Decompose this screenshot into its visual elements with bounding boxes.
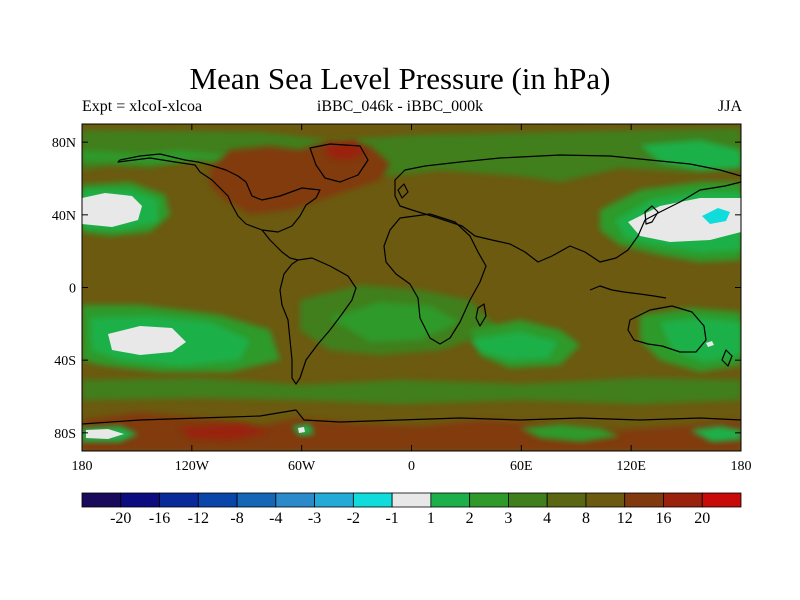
kuroshio-minimum bbox=[702, 208, 730, 224]
southern-ocean-green bbox=[82, 378, 741, 404]
coast-new-zealand bbox=[721, 349, 733, 367]
north-pacific-high-east bbox=[82, 193, 142, 227]
longitude-axis: 180 120W 60W 0 60E 120E 180 bbox=[72, 124, 752, 474]
colorbar-box bbox=[469, 492, 509, 508]
antarctic-coast-green-far bbox=[690, 426, 741, 442]
coast-indonesia bbox=[589, 285, 667, 299]
colorbar-label: 2 bbox=[466, 510, 474, 527]
colorbar-label: 8 bbox=[582, 510, 590, 527]
siberia-green bbox=[640, 140, 741, 170]
coast-europe-asia bbox=[394, 154, 741, 263]
colorbar-label: 3 bbox=[504, 510, 512, 527]
southwest-pacific-spot bbox=[706, 341, 714, 347]
x-tick-label: 180 bbox=[731, 459, 752, 474]
latitude-axis: 80N 40N 0 40S 80S bbox=[52, 136, 741, 442]
pressure-field bbox=[82, 124, 741, 451]
colorbar-label: 12 bbox=[617, 510, 633, 527]
x-tick-label: 60E bbox=[510, 459, 533, 474]
y-tick-label: 40S bbox=[54, 354, 76, 369]
colorbar-label: -4 bbox=[269, 510, 282, 527]
coast-central-america bbox=[261, 229, 299, 261]
colorbar-box bbox=[391, 492, 432, 508]
y-tick-label: 80S bbox=[54, 427, 76, 442]
y-tick-label: 80N bbox=[52, 136, 76, 151]
antarctic-coast-white-mid bbox=[298, 427, 305, 433]
colorbar-box bbox=[120, 492, 160, 508]
colorbar-label: -2 bbox=[347, 510, 360, 527]
x-tick-label: 120W bbox=[175, 459, 210, 474]
season-label: JJA bbox=[717, 98, 742, 115]
colorbar-box bbox=[546, 492, 587, 508]
antarctic-coast-green-east bbox=[520, 424, 620, 442]
colorbar-box bbox=[81, 492, 122, 508]
coast-japan bbox=[644, 205, 659, 225]
greenland-core bbox=[325, 140, 365, 160]
x-tick-label: 0 bbox=[408, 459, 415, 474]
coast-antarctica bbox=[82, 409, 741, 425]
coast-uk bbox=[397, 183, 409, 199]
y-tick-label: 40N bbox=[52, 209, 76, 224]
colorbar-box bbox=[352, 492, 393, 508]
colorbar-box bbox=[624, 492, 664, 508]
southwest-pacific-bright bbox=[660, 318, 741, 362]
colorbar-box bbox=[159, 492, 199, 508]
north-pacific-high-west bbox=[628, 198, 741, 242]
colorbar-label: -20 bbox=[110, 510, 131, 527]
colorbar-label: 20 bbox=[694, 510, 710, 527]
colorbar-label: 1 bbox=[427, 510, 435, 527]
south-indian-bright bbox=[470, 332, 558, 360]
x-tick-label: 120E bbox=[616, 459, 646, 474]
colorbar-label: -8 bbox=[230, 510, 243, 527]
map-title: Mean Sea Level Pressure (in hPa) bbox=[189, 61, 611, 96]
x-tick-label: 60W bbox=[288, 459, 316, 474]
antarctic-red-core bbox=[180, 424, 270, 440]
colorbar: -20 -16 -12 -8 -4 -3 -2 -1 1 2 3 4 8 12 16 20 bbox=[81, 492, 742, 527]
experiment-label: Expt = xlcoI-xlcoa bbox=[82, 98, 203, 115]
difference-label: iBBC_046k - iBBC_000k bbox=[316, 98, 484, 115]
colorbar-box bbox=[585, 492, 626, 508]
colorbar-box bbox=[430, 492, 471, 508]
arctic-band-green bbox=[82, 128, 741, 182]
antarctic-coast-high bbox=[86, 429, 124, 439]
colorbar-box bbox=[197, 492, 238, 508]
colorbar-label: -1 bbox=[385, 510, 398, 527]
x-tick-label: 180 bbox=[72, 459, 93, 474]
y-tick-label: 0 bbox=[69, 282, 76, 297]
coastlines bbox=[82, 143, 741, 425]
colorbar-box bbox=[701, 492, 742, 508]
coast-madagascar bbox=[475, 303, 487, 327]
colorbar-label: -12 bbox=[188, 510, 209, 527]
colorbar-label: 16 bbox=[655, 510, 671, 527]
colorbar-box bbox=[314, 492, 354, 508]
coast-south-america bbox=[279, 257, 357, 385]
colorbar-label: 4 bbox=[543, 510, 551, 527]
colorbar-box bbox=[663, 492, 703, 508]
colorbar-box bbox=[508, 492, 548, 508]
colorbar-label: -16 bbox=[149, 510, 170, 527]
coast-africa bbox=[383, 213, 487, 345]
coast-greenland bbox=[309, 143, 369, 183]
coast-north-america bbox=[117, 153, 321, 233]
colorbar-box bbox=[236, 492, 277, 508]
south-pacific-high bbox=[108, 326, 186, 355]
coast-australia bbox=[627, 305, 707, 353]
colorbar-box bbox=[275, 492, 315, 508]
colorbar-label: -3 bbox=[308, 510, 321, 527]
